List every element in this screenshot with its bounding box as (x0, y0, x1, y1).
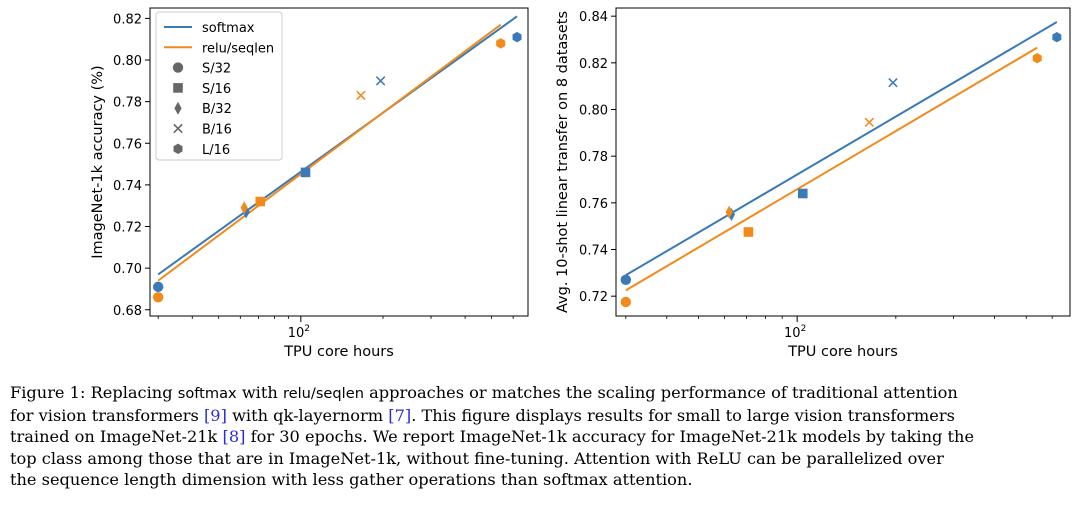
y-tick-label: 0.74 (113, 179, 142, 194)
y-tick-label: 0.74 (579, 244, 608, 259)
x-tick-label: 102 (784, 324, 806, 341)
point-relu-seqlen-S-32 (152, 292, 164, 303)
citation-link[interactable]: [9] (203, 405, 227, 425)
caption-code-relu: relu/seqlen (282, 385, 364, 402)
legend-marker (172, 62, 184, 73)
fit-line-relu-seqlen (625, 46, 1038, 292)
point-relu-seqlen-S-16 (743, 227, 754, 237)
y-tick-label: 0.82 (113, 12, 142, 27)
fit-line-relu-seqlen (157, 23, 502, 282)
legend-label: B/32 (202, 102, 232, 117)
legend-marker (174, 101, 182, 115)
caption-code-softmax: softmax (177, 385, 237, 402)
x-axis-label: TPU core hours (787, 344, 898, 360)
legend-label: S/16 (202, 82, 231, 97)
point-relu-seqlen-B-32 (240, 201, 248, 215)
y-tick-label: 0.78 (579, 150, 608, 165)
point-softmax-L-16 (512, 31, 522, 43)
point-softmax-S-32 (620, 274, 632, 286)
fit-line-softmax (625, 21, 1058, 277)
point-softmax-B-16 (888, 77, 898, 88)
legend-label: relu/seqlen (202, 41, 274, 56)
x-axis-label: TPU core hours (283, 344, 394, 360)
y-tick-label: 0.72 (113, 221, 142, 236)
y-tick-label: 0.82 (579, 57, 608, 72)
x-tick-label: 102 (288, 324, 310, 341)
chart-imagenet-accuracy: 0.68 0.70 0.72 0.74 0.76 0.78 0.80 0.82 102 TPU c… (90, 7, 529, 360)
point-relu-seqlen-S-16 (255, 196, 266, 207)
plot-frame (149, 7, 529, 317)
plot-frame (615, 7, 1071, 317)
point-softmax-S-16 (797, 188, 808, 199)
point-softmax-S-16 (300, 167, 311, 178)
point-relu-seqlen-B-16 (356, 90, 366, 101)
legend-marker (173, 83, 183, 93)
y-tick-label: 0.68 (113, 304, 142, 319)
legend-marker (173, 123, 183, 134)
legend-label: B/16 (202, 123, 232, 138)
citation-link[interactable]: [7] (388, 405, 412, 425)
point-relu-seqlen-S-32 (620, 296, 632, 308)
point-relu-seqlen-B-16 (864, 117, 875, 128)
y-tick-label: 0.78 (113, 96, 142, 111)
legend-label: S/32 (202, 62, 231, 77)
y-axis-label: ImageNet-1k accuracy (%) (90, 65, 106, 258)
figure-caption: Figure 1: Replacing softmax with relu/se… (10, 383, 975, 490)
point-softmax-B-16 (375, 76, 386, 86)
legend-label: L/16 (202, 143, 230, 158)
legend: softmax relu/seqlen S/32 S/16 B/32 B/16 L/16 (155, 11, 283, 161)
y-tick-label: 0.80 (113, 54, 142, 69)
y-tick-label: 0.72 (579, 290, 608, 305)
y-tick-label: 0.70 (113, 262, 142, 277)
y-axis-label: Avg. 10-shot linear transfer on 8 datase… (555, 11, 571, 313)
legend-label: softmax (202, 21, 255, 36)
y-tick-label: 0.76 (579, 197, 608, 212)
point-relu-seqlen-B-32 (725, 205, 733, 219)
point-softmax-S-32 (152, 281, 164, 293)
point-relu-seqlen-L-16 (496, 38, 506, 49)
legend-box (155, 11, 283, 161)
y-tick-label: 0.76 (113, 137, 142, 152)
citation-link[interactable]: [8] (222, 427, 246, 447)
point-relu-seqlen-L-16 (1032, 52, 1042, 64)
y-tick-label: 0.80 (579, 104, 608, 119)
caption-label: Figure 1: (10, 383, 86, 402)
legend-marker (173, 143, 183, 154)
chart-linear-transfer: 0.72 0.74 0.76 0.78 0.80 0.82 0.84 102 TPU core … (555, 7, 1071, 360)
y-tick-label: 0.84 (579, 10, 608, 25)
point-softmax-L-16 (1052, 31, 1062, 43)
